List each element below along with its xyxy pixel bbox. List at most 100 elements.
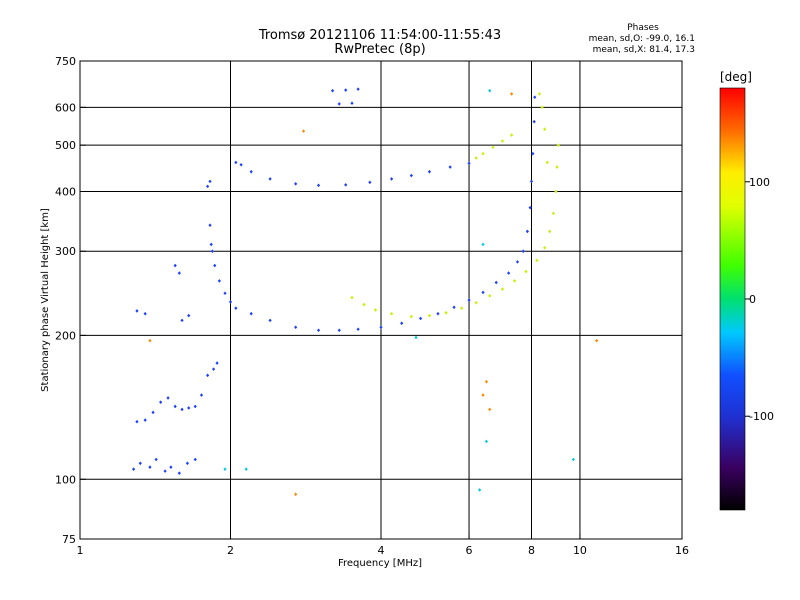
data-point [177,471,181,475]
data-point [294,325,298,330]
y-tick-label: 75 [62,533,76,546]
data-point [543,127,547,131]
data-point [337,102,341,106]
data-point [249,311,253,316]
data-point [524,269,528,274]
data-point [494,280,498,285]
data-point [208,179,212,184]
data-point [525,229,529,234]
data-point [460,306,464,310]
data-point [379,325,383,330]
data-point [535,258,539,263]
data-point [444,310,448,315]
data-point [452,305,456,310]
data-point [193,404,197,409]
data-point [545,160,549,165]
data-point [135,419,139,424]
data-point [595,338,599,343]
colorbar-tick-label: 100 [749,176,770,189]
data-point [481,290,485,295]
y-tick-label: 400 [55,185,76,198]
data-point [180,407,184,412]
data-point [491,145,495,150]
data-point [528,205,532,210]
data-point [529,179,534,184]
data-point [500,287,505,291]
data-point [244,467,248,471]
data-points [131,87,599,497]
data-point [163,469,167,473]
data-point [206,373,210,378]
data-point [223,291,227,296]
data-point [478,488,482,492]
data-point [481,393,485,397]
data-point [474,300,478,305]
data-point [193,457,197,462]
data-point [148,465,152,469]
data-point [268,318,272,323]
data-point [316,183,321,188]
data-point [533,95,537,99]
data-point [356,327,360,332]
colorbar: [deg] 100 0 -100 [719,70,774,511]
data-point [344,88,348,92]
data-point [448,165,452,169]
data-point [488,294,492,298]
data-point [159,400,163,404]
data-point [177,271,181,275]
data-point [210,249,214,254]
data-point [436,311,440,316]
data-point [228,300,233,304]
data-point [131,467,136,471]
data-point [418,316,423,321]
data-point [187,406,191,410]
data-point [187,313,191,318]
data-point [206,184,210,189]
data-point [537,92,542,96]
data-point [166,396,170,400]
data-point [211,367,216,371]
data-point [180,318,184,323]
x-tick-label: 1 [77,544,84,557]
data-point [301,129,306,133]
data-point [356,87,360,91]
data-point [414,335,418,340]
data-point [208,223,212,228]
colorbar-label: [deg] [720,70,752,84]
data-point [556,143,560,147]
data-point [554,189,558,194]
y-tick-label: 600 [55,101,76,114]
colorbar-tick-label: -100 [749,410,774,423]
chart-subtitle: RwPretec (8p) [334,42,425,57]
data-point [173,263,177,268]
data-point [234,160,238,165]
data-point [330,88,335,93]
data-point [555,165,559,169]
data-point [135,309,139,313]
data-point [515,260,520,264]
data-point [350,295,354,300]
data-point [239,162,243,167]
phase-stats-o-line: mean, sd,O: -99.0, 16.1 [589,34,695,44]
y-tick-label: 200 [55,329,76,342]
data-point [209,242,213,247]
data-point [409,314,413,319]
phase-stats-x-line: mean, sd,X: 81.4, 17.3 [593,45,695,55]
colorbar-ticks: 100 0 -100 [745,176,774,423]
data-point [551,211,556,216]
data-point [362,302,366,307]
y-axis: 75 100 200 300 400 500 600 750 [55,55,86,546]
y-axis-label: Stationary phase Virtual Height [km] [40,208,51,392]
data-point [510,92,514,96]
data-point [154,457,158,462]
y-tick-label: 300 [55,245,76,258]
data-point [223,467,227,471]
chart-title: Tromsø 20121106 11:54:00-11:55:43 [258,28,501,43]
data-point [316,328,321,333]
data-point [217,279,221,283]
data-point [389,311,394,316]
data-point [484,379,489,384]
data-point [409,173,413,178]
data-point [234,306,238,310]
